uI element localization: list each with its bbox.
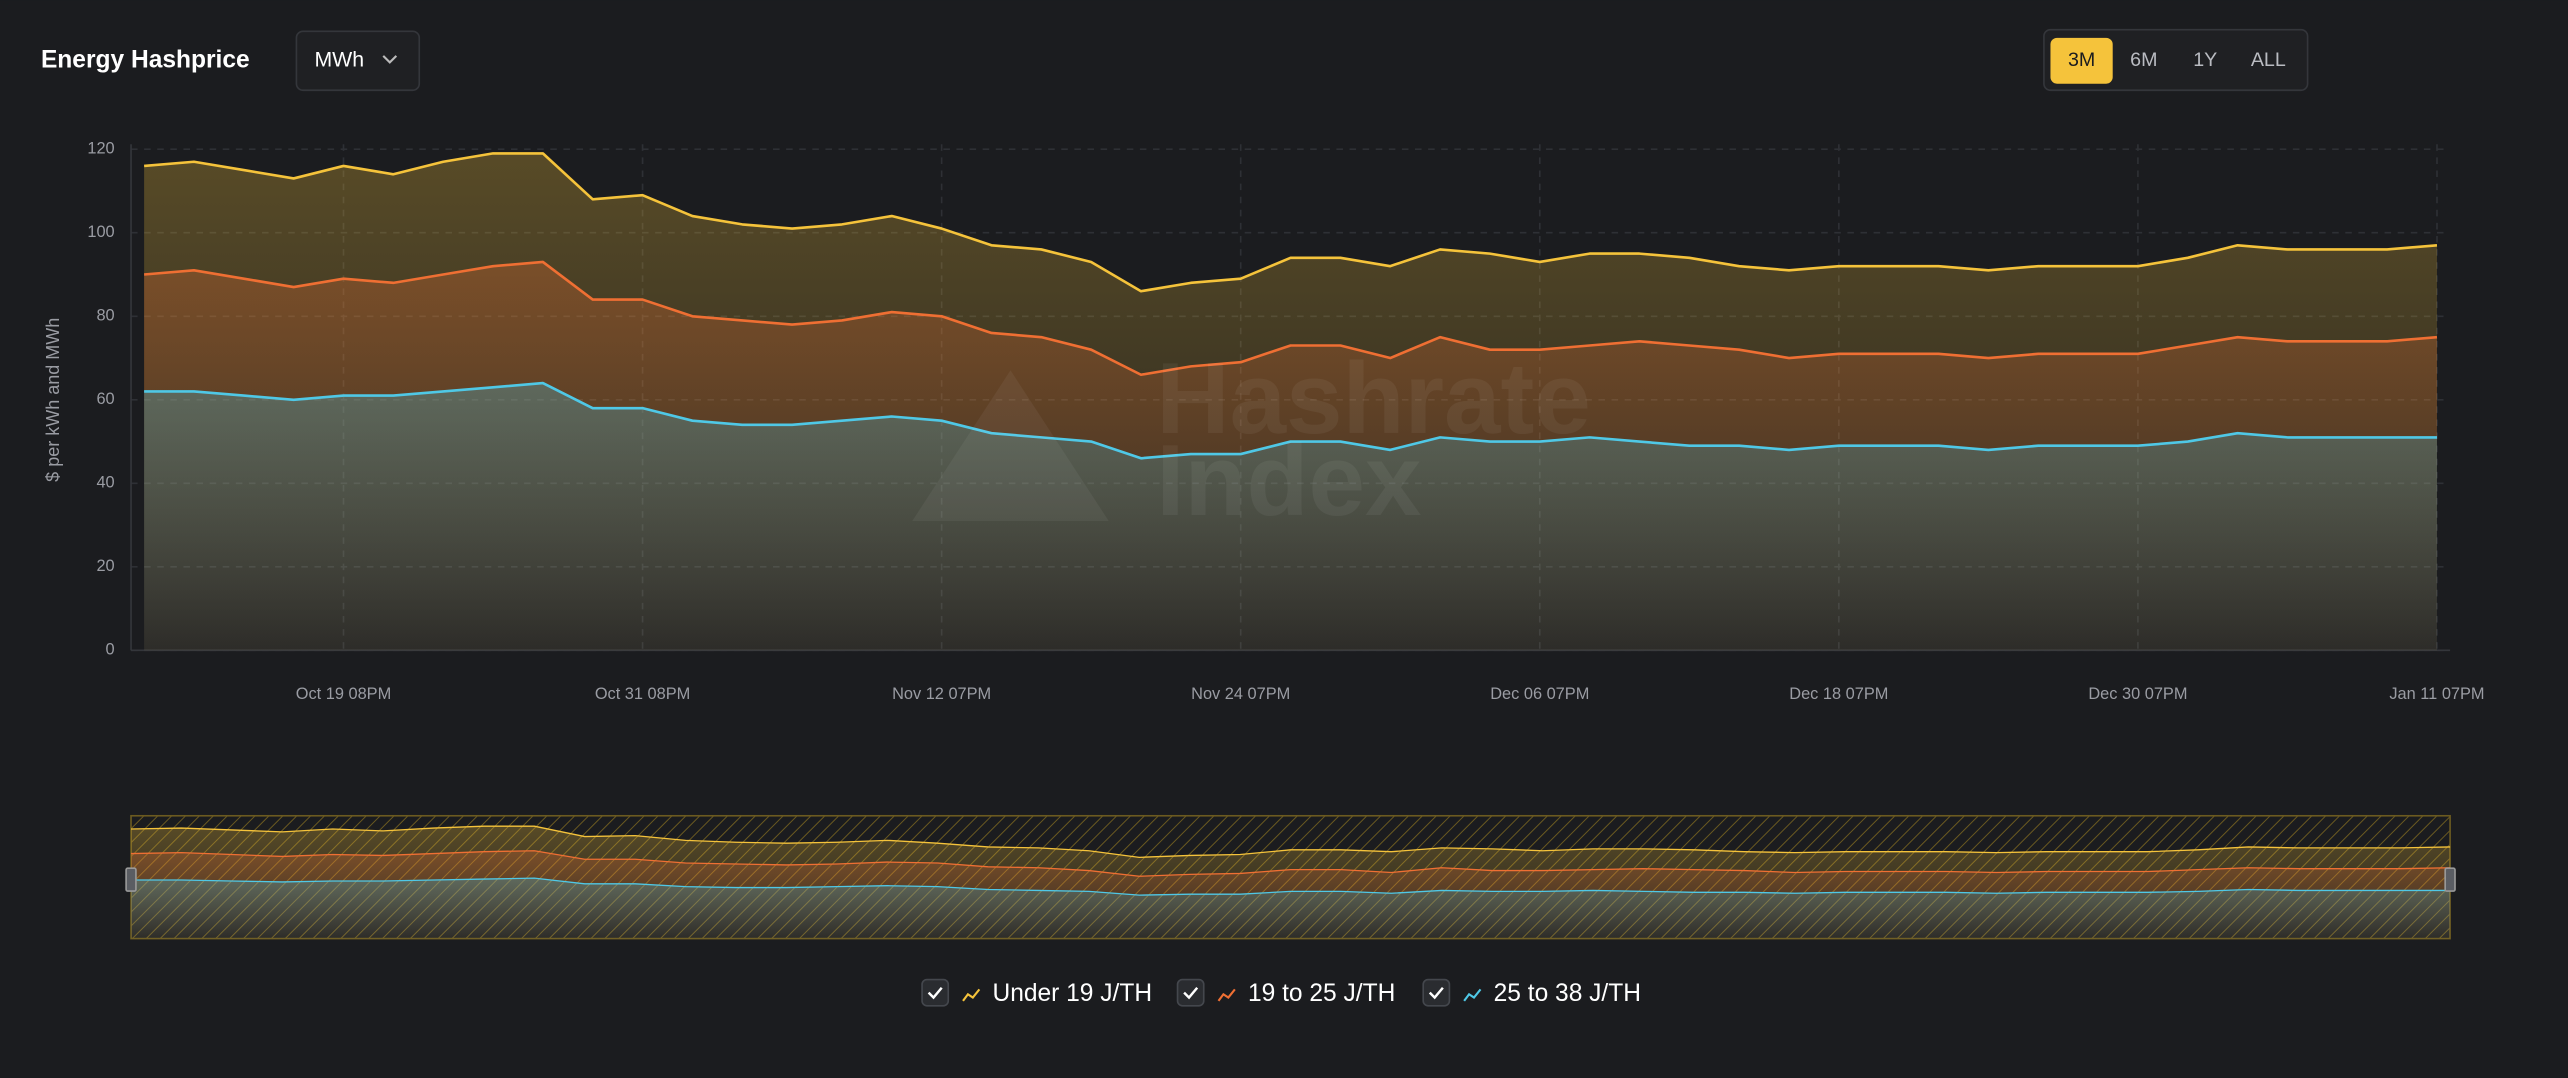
- legend-checkbox[interactable]: [1422, 978, 1451, 1007]
- x-tick-label: Dec 18 07PM: [1789, 685, 1888, 703]
- navigator-series-line: [131, 850, 2451, 877]
- check-mark: [1183, 986, 1199, 1000]
- check-mark: [1428, 986, 1444, 1000]
- x-tick-label: Oct 19 08PM: [296, 685, 391, 703]
- y-tick-label: 100: [87, 223, 114, 241]
- legend-checkbox[interactable]: [921, 978, 950, 1007]
- legend-label[interactable]: Under 19 J/TH: [992, 980, 1152, 1007]
- series-line: [144, 260, 2438, 377]
- watermark-text: Hashrate: [1156, 341, 1591, 455]
- y-axis-label: $ per kWh and MWh: [43, 318, 63, 482]
- navigator-series-line: [131, 825, 2451, 859]
- range-button-label[interactable]: 3M: [2068, 49, 2095, 71]
- unit-label: MWh: [314, 47, 364, 71]
- x-tick-label: Dec 06 07PM: [1490, 685, 1589, 703]
- series-line: [144, 381, 2437, 460]
- legend-checkbox[interactable]: [1176, 978, 1205, 1007]
- x-tick-label: Dec 30 07PM: [2088, 685, 2187, 703]
- check-mark: [927, 986, 943, 1000]
- series-area: [144, 383, 2437, 651]
- chevron: [382, 55, 398, 64]
- legend-icon: [1463, 988, 1482, 1002]
- legend-icon: [962, 988, 981, 1002]
- y-tick-label: 40: [96, 474, 114, 492]
- navigator-series-area: [131, 878, 2451, 939]
- legend-label[interactable]: 19 to 25 J/TH: [1248, 980, 1395, 1007]
- series-line: [144, 152, 2438, 293]
- range-button-label[interactable]: 6M: [2130, 49, 2157, 71]
- y-tick-label: 80: [96, 307, 114, 325]
- range-button-label[interactable]: 1Y: [2193, 49, 2217, 71]
- y-tick-label: 60: [96, 390, 114, 408]
- watermark: Hashrate Index: [912, 341, 1591, 537]
- navigator-series-line: [131, 877, 2451, 896]
- navigator-handle[interactable]: [125, 867, 137, 892]
- range-button-label[interactable]: ALL: [2251, 49, 2286, 71]
- unit-dropdown[interactable]: [295, 30, 421, 92]
- legend-icon: [1217, 988, 1236, 1002]
- y-tick-label: 20: [96, 557, 114, 575]
- title: Energy Hashprice: [41, 46, 250, 73]
- x-tick-label: Nov 24 07PM: [1191, 685, 1290, 703]
- watermark-logo: [912, 370, 1109, 521]
- navigator-handle[interactable]: [2444, 867, 2456, 892]
- y-tick-label: 0: [106, 641, 115, 659]
- y-tick-label: 120: [87, 140, 114, 158]
- watermark-text: Index: [1156, 423, 1421, 537]
- x-tick-label: Oct 31 08PM: [595, 685, 690, 703]
- legend-label[interactable]: 25 to 38 J/TH: [1494, 980, 1641, 1007]
- range-button-active[interactable]: [2050, 37, 2113, 84]
- x-tick-label: Nov 12 07PM: [892, 685, 991, 703]
- x-tick-label: Jan 11 07PM: [2389, 685, 2484, 703]
